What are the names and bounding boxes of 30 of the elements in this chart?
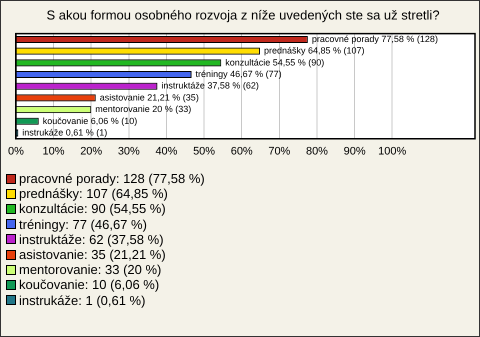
x-tick-label: 100% (378, 145, 407, 158)
text: instruktáže: 62 (37,58 %) (19, 232, 164, 248)
x-tick-label: 0% (8, 145, 24, 158)
data-label: mentorovanie 20 % (33) (95, 104, 192, 114)
text: konzultácie: 90 (54,55 %) (19, 201, 166, 217)
text: pracovné porady: 128 (77,58 %) (19, 171, 205, 186)
data-label: prednášky 64,85 % (107) (264, 46, 365, 56)
x-tick-label: 90% (344, 145, 366, 158)
data-label: instrukáže 0,61 % (1) (22, 127, 108, 138)
chart-title: S akou formou osobného rozvoja z níže uvedených ste sa už stretli? (46, 7, 440, 22)
text: prednášky: 107 (64,85 %) (19, 186, 168, 202)
x-tick-label: 30% (118, 145, 140, 158)
text: koučovanie: 10 (6,06 %) (19, 277, 160, 293)
data-label: pracovné porady 77,58 % (128) (312, 34, 438, 44)
text: asistovanie: 35 (21,21 %) (19, 247, 166, 262)
x-tick-label: 70% (268, 145, 291, 158)
data-label: koučovanie 6,06 % (10) (42, 116, 138, 126)
data-label: konzultácie 54,55 % (90) (225, 57, 324, 68)
data-label: instruktáže 37,58 % (62) (161, 80, 259, 91)
x-tick-label: 40% (155, 145, 178, 158)
text: tréningy: 77 (46,67 %) (19, 216, 147, 232)
x-tick-label: 20% (80, 145, 102, 158)
x-tick-label: 60% (230, 145, 253, 158)
x-tick-label: 10% (42, 145, 65, 158)
data-label: tréningy 46,67 % (77) (196, 68, 282, 79)
text: mentorovanie: 33 (20 %) (19, 262, 162, 278)
x-tick-label: 80% (306, 145, 328, 158)
x-tick-label: 50% (193, 145, 216, 158)
text: instrukáže: 1 (0,61 %) (19, 292, 146, 308)
data-label: asistovanie 21,21 % (35) (100, 92, 199, 102)
